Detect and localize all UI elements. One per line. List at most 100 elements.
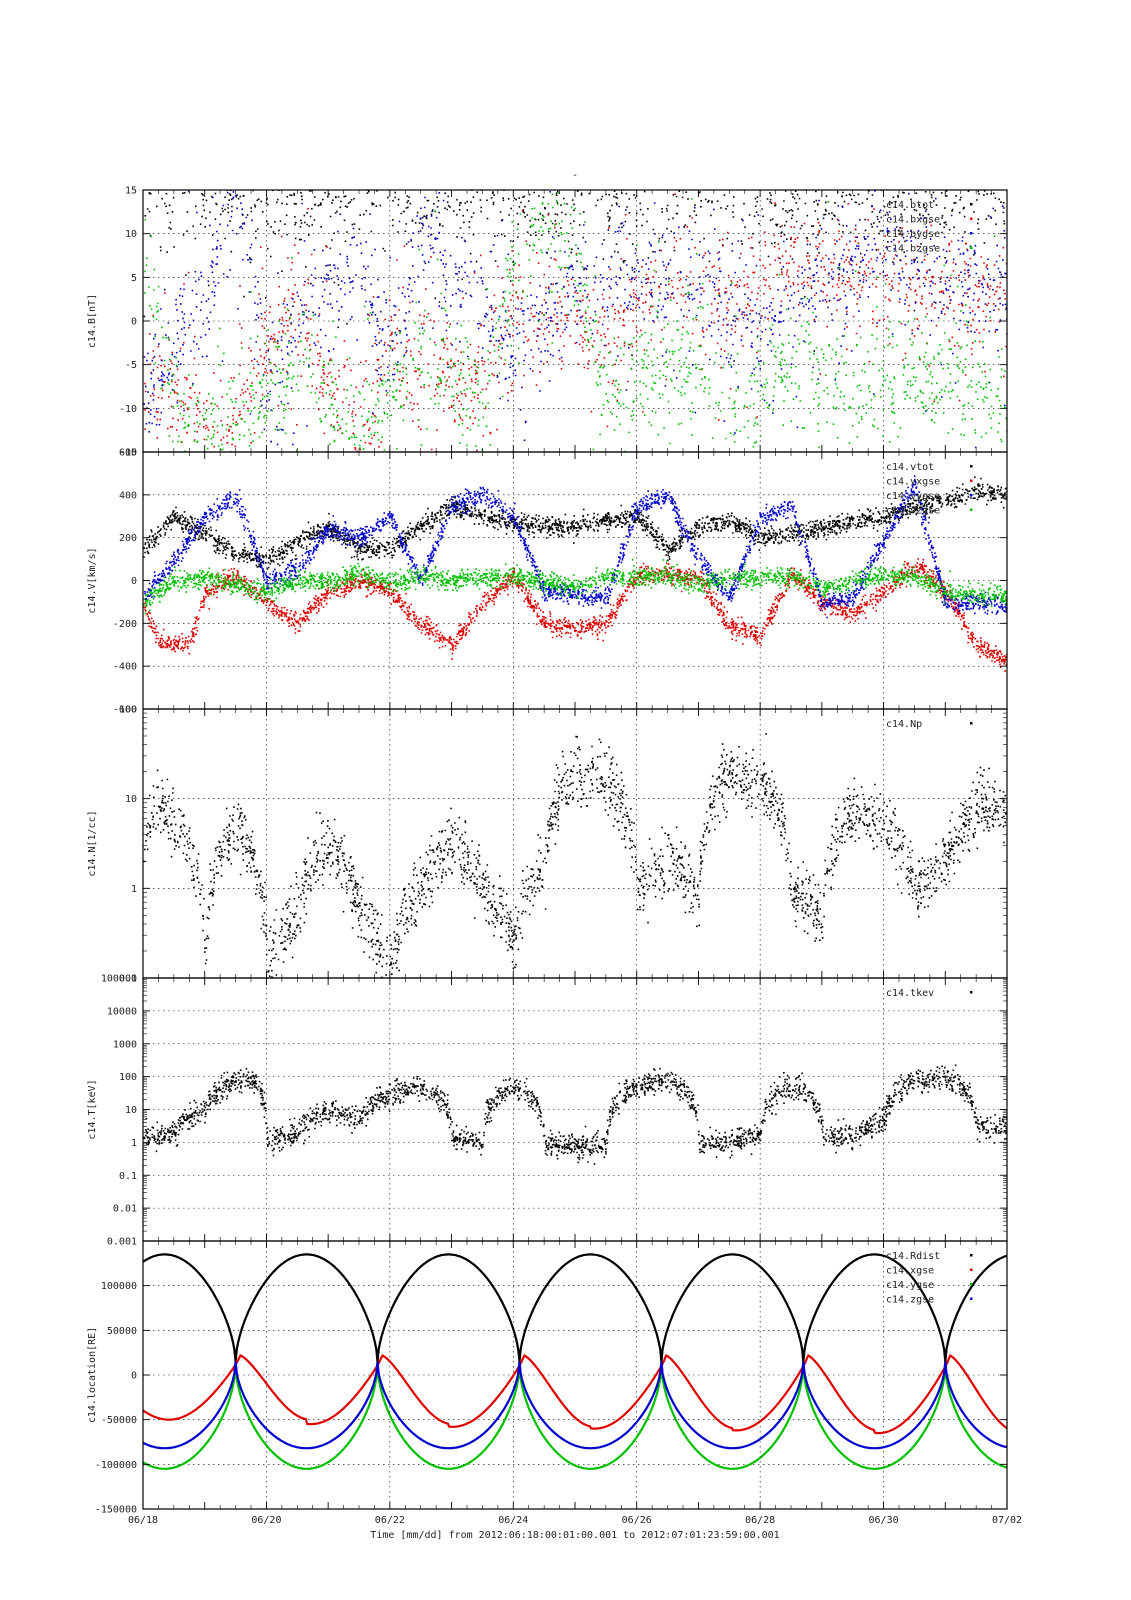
- y-tick-label: 10: [125, 794, 137, 805]
- y-axis-label-vel: c14.V[km/s]: [87, 547, 98, 613]
- legend-loc: c14.Rdist c14.xgse c14.ygse c14.zgse: [886, 1251, 973, 1306]
- y-tick-label: -150000: [95, 1505, 137, 1516]
- panel-vel: -600 -400 -200 0 200 400 600 c14.V[km/s] c14.vto…: [87, 448, 1008, 716]
- legend-label: c14.Rdist: [886, 1251, 940, 1262]
- legend-marker: [970, 494, 973, 497]
- x-tick-label: 07/02: [992, 1515, 1022, 1526]
- frame-dens: [142, 708, 1008, 979]
- page-title: -: [572, 170, 578, 181]
- legend-marker: [970, 991, 973, 994]
- y-tick-label: -5: [125, 360, 137, 371]
- legend-label: c14.vygse: [886, 491, 940, 502]
- y-tick-label: 0.01: [113, 1204, 137, 1215]
- y-tick-label: 1: [131, 884, 137, 895]
- y-tick-label: 0.1: [119, 974, 137, 985]
- y-tick-label: 100000: [101, 974, 137, 985]
- x-tick-label: 06/26: [622, 1515, 652, 1526]
- legend-vel: c14.vtot c14.vxgse c14.vygse c14.vzgse: [886, 462, 973, 517]
- y-tick-label: 0: [131, 1371, 137, 1382]
- data-mag: [143, 190, 1007, 452]
- legend-label: c14.vxgse: [886, 477, 940, 488]
- panels: -15-10-5051015c14.B[nT]c14.btotc14.bxgse…: [87, 186, 1008, 1516]
- data-temp: [143, 1064, 1007, 1165]
- legend-marker: [970, 217, 973, 220]
- y-ticks-temp: 0.001 0.01 0.1 1 10 100 1000 10000 100000: [101, 974, 1008, 1248]
- y-tick-label: 10000: [107, 1006, 137, 1017]
- grid-loc: [143, 1241, 1007, 1509]
- y-axis-label-mag: c14.B[nT]: [87, 294, 98, 348]
- legend-label: c14.vzgse: [886, 506, 940, 517]
- y-tick-label: 400: [119, 490, 137, 501]
- data-vel: [143, 475, 1007, 672]
- legend-label: c14.vtot: [886, 462, 934, 473]
- legend-label: c14.bygse: [886, 229, 940, 240]
- series-points-c14-vzgse: [143, 558, 1007, 615]
- legend-label: c14.btot: [886, 200, 934, 211]
- y-axis-label-temp: c14.T[keV]: [87, 1079, 98, 1139]
- panel-dens: 0.1 1 10 100 c14.N[1/cc] c14.Np: [87, 705, 1008, 985]
- panel-temp: 0.001 0.01 0.1 1 10 100 1000 10000 100000 c14.T[k…: [87, 974, 1008, 1248]
- y-tick-label: -600: [113, 705, 137, 716]
- x-tick-label: 06/24: [498, 1515, 528, 1526]
- legend-marker: [970, 722, 973, 725]
- y-tick-label: 100: [119, 705, 137, 716]
- grid-dens: [143, 709, 1007, 978]
- series-points-c14-vygse: [144, 475, 1007, 619]
- y-ticks-mag: -15 -10 -5 0 5 10 15: [119, 186, 1008, 459]
- y-tick-label: 600: [119, 448, 137, 459]
- x-tick-label: 06/30: [869, 1515, 899, 1526]
- y-ticks-loc: -150000 -100000 -50000 0 50000 100000: [95, 1241, 1008, 1516]
- panel-mag: -15 -10 -5 0 5 10 15 c14.B[nT] c14.btot c14.bxgse…: [87, 186, 1008, 459]
- y-tick-label: 15: [125, 186, 137, 197]
- legend-marker: [970, 508, 973, 511]
- y-tick-label: 100: [119, 1072, 137, 1083]
- series-line-c14-zgse: [143, 1361, 1007, 1450]
- series-points-c14-tkev: [143, 1064, 1007, 1165]
- panel-loc: -150000 -100000 -50000 0 50000 100000 c14.loca…: [87, 1240, 1008, 1516]
- y-tick-label: -50000: [101, 1415, 137, 1426]
- x-tick-label: 06/18: [128, 1515, 158, 1526]
- y-tick-label: 0: [131, 317, 137, 328]
- y-tick-label: 1000: [113, 1039, 137, 1050]
- legend-label: c14.bxgse: [886, 215, 940, 226]
- x-tick-label: 06/20: [251, 1515, 281, 1526]
- series-line-c14-xgse: [143, 1353, 1007, 1435]
- series-points-c14-bygse: [143, 190, 1007, 449]
- data-loc: [143, 1253, 1007, 1470]
- series-line-c14-Rdist: [143, 1253, 1007, 1362]
- x-tick-label: 06/22: [375, 1515, 405, 1526]
- legend-marker: [970, 1283, 973, 1286]
- legend-label: c14.Np: [886, 719, 922, 730]
- legend-marker: [970, 232, 973, 235]
- legend-label: c14.tkev: [886, 988, 934, 999]
- series-points-c14-Np: [143, 733, 1007, 978]
- legend-label: c14.bzgse: [886, 244, 940, 255]
- y-tick-label: 0: [131, 576, 137, 587]
- y-tick-label: 0.1: [119, 1171, 137, 1182]
- y-tick-label: 10: [125, 1105, 137, 1116]
- series-points-c14-bxgse: [144, 190, 1007, 452]
- y-tick-label: 1: [131, 1138, 137, 1149]
- x-tick-labels: 06/18 06/20 06/22 06/24 06/26 06/28 06/30 07/02: [128, 1515, 1022, 1526]
- y-tick-label: 0.001: [107, 1237, 137, 1248]
- y-tick-label: -400: [113, 662, 137, 673]
- y-tick-label: -200: [113, 619, 137, 630]
- frame-temp: [142, 977, 1008, 1242]
- grid-temp: [143, 978, 1007, 1241]
- y-axis-label-loc: c14.location[RE]: [87, 1327, 98, 1423]
- data-dens: [143, 733, 1007, 978]
- series-line-c14-ygse: [143, 1364, 1007, 1470]
- legend-marker: [970, 203, 973, 206]
- legend-marker: [970, 479, 973, 482]
- series-points-c14-bzgse: [144, 192, 1007, 452]
- time-caption: Time [mm/dd] from 2012:06:18:00:01:00.00…: [370, 1530, 779, 1541]
- legend-label: c14.zgse: [886, 1295, 934, 1306]
- legend-marker: [970, 1254, 973, 1257]
- y-tick-label: 10: [125, 229, 137, 240]
- series-points-c14-vxgse: [143, 558, 1007, 672]
- y-tick-label: -10: [119, 404, 137, 415]
- y-tick-label: 5: [131, 273, 137, 284]
- legend-marker: [970, 1297, 973, 1300]
- x-tick-label: 06/28: [745, 1515, 775, 1526]
